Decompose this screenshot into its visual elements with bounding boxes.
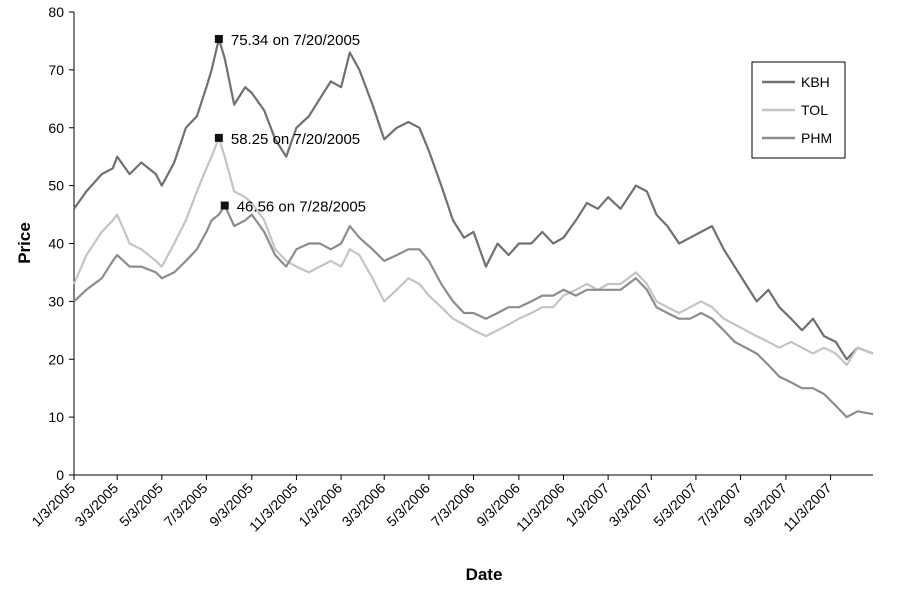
x-tick-label: 1/3/2005 [28, 480, 78, 530]
legend-label-phm: PHM [801, 130, 832, 146]
y-tick-label: 30 [48, 293, 64, 309]
x-tick-label: 5/3/2006 [383, 480, 433, 530]
y-tick-label: 80 [48, 4, 64, 20]
legend-label-tol: TOL [801, 102, 828, 118]
x-tick-label: 7/3/2005 [161, 480, 211, 530]
x-tick-label: 11/3/2006 [513, 480, 568, 535]
x-tick-label: 7/3/2006 [428, 480, 478, 530]
y-tick-label: 20 [48, 351, 64, 367]
legend-label-kbh: KBH [801, 74, 830, 90]
series-lines [72, 37, 874, 419]
x-axis-title: Date [466, 565, 503, 584]
y-axis-ticks: 0 10 20 30 40 50 60 70 80 [48, 4, 74, 483]
series-line-tol [72, 136, 874, 367]
peak-label-kbh: 75.34 on 7/20/2005 [231, 32, 360, 49]
x-tick-label: 5/3/2005 [116, 480, 166, 530]
peak-label-tol: 58.25 on 7/20/2005 [231, 131, 360, 148]
x-tick-label: 3/3/2005 [71, 480, 121, 530]
series-line-phm [73, 204, 874, 419]
peak-annotations: 75.34 on 7/20/2005 58.25 on 7/20/2005 46.5… [214, 32, 366, 216]
peak-marker-phm [220, 201, 229, 210]
y-tick-label: 60 [48, 120, 64, 136]
y-tick-label: 70 [48, 62, 64, 78]
peak-marker-tol [214, 133, 223, 142]
x-tick-label: 11/3/2005 [246, 480, 301, 535]
y-tick-label: 40 [48, 236, 64, 252]
y-tick-label: 0 [56, 467, 64, 483]
x-axis-ticks: 1/3/20053/3/20055/3/20057/3/20059/3/2005… [28, 475, 835, 534]
x-tick-label: 11/3/2007 [780, 480, 835, 535]
x-tick-label: 1/3/2006 [295, 480, 345, 530]
legend-box [751, 61, 846, 159]
x-tick-label: 7/3/2007 [695, 480, 745, 530]
peak-marker-kbh [214, 34, 223, 43]
y-axis-title: Price [15, 222, 34, 264]
peak-label-phm: 46.56 on 7/28/2005 [237, 199, 366, 216]
x-tick-label: 1/3/2007 [562, 480, 612, 530]
series-line-kbh [73, 37, 874, 361]
y-tick-label: 10 [48, 409, 64, 425]
x-tick-label: 3/3/2006 [339, 480, 389, 530]
x-tick-label: 3/3/2007 [606, 480, 656, 530]
x-tick-label: 5/3/2007 [650, 480, 700, 530]
y-tick-label: 50 [48, 178, 64, 194]
legend: KBH TOL PHM [751, 61, 846, 159]
